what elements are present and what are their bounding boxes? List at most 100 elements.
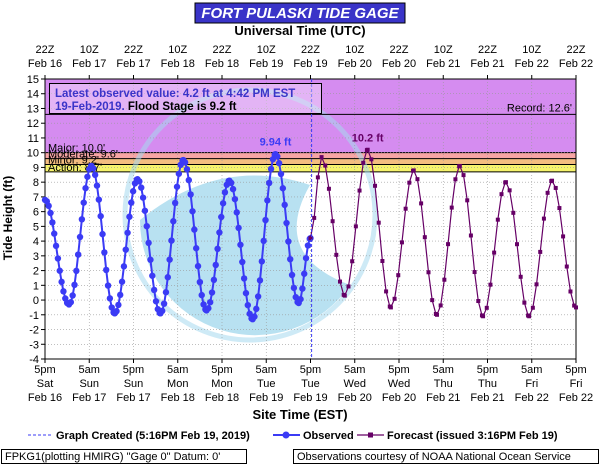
forecast-point xyxy=(511,210,516,215)
observed-point xyxy=(45,202,52,210)
forecast-point xyxy=(357,188,362,193)
top-tick-label: 10Z xyxy=(522,44,541,56)
observed-point xyxy=(173,183,181,190)
y-tick-label: 6 xyxy=(33,207,39,219)
y-tick-label: -1 xyxy=(29,310,39,322)
observed-point xyxy=(122,246,129,253)
forecast-point xyxy=(495,217,500,222)
bottom-tick-day: Wed xyxy=(388,378,410,390)
forecast-point xyxy=(553,185,558,190)
bottom-tick-date: Feb 17 xyxy=(72,392,106,404)
top-tick-label: 22Z xyxy=(36,44,55,56)
top-tick-label: 22Z xyxy=(390,44,409,56)
bottom-tick-day: Mon xyxy=(211,378,232,390)
forecast-point xyxy=(392,296,397,301)
observed-point xyxy=(164,274,171,281)
observed-point xyxy=(285,238,292,245)
forecast-point xyxy=(568,289,573,294)
forecast-point xyxy=(538,249,543,254)
observed-point xyxy=(101,249,108,256)
footer-right-box xyxy=(293,449,599,464)
forecast-point xyxy=(534,282,539,287)
bottom-tick-day: Mon xyxy=(167,378,188,390)
bottom-tick-date: Feb 20 xyxy=(382,392,416,404)
forecast-point xyxy=(468,233,473,238)
observed-point xyxy=(166,256,173,263)
forecast-point xyxy=(476,299,481,304)
bottom-tick-time: 5am xyxy=(256,364,277,376)
observed-point xyxy=(106,295,114,302)
observed-point xyxy=(76,233,84,241)
latest-value-line1: Latest observed value: 4.2 ft at 4:42 PM… xyxy=(55,88,295,100)
forecast-point xyxy=(411,168,416,173)
forecast-point xyxy=(453,177,458,182)
forecast-point xyxy=(527,314,532,319)
bottom-tick-time: 5am xyxy=(344,364,365,376)
forecast-point xyxy=(545,190,550,195)
forecast-point xyxy=(465,198,470,203)
bottom-tick-time: 5am xyxy=(433,364,454,376)
observed-point xyxy=(304,242,312,249)
observed-point xyxy=(93,182,101,189)
forecast-point xyxy=(492,250,497,255)
observed-point xyxy=(210,276,218,284)
forecast-point xyxy=(564,264,569,269)
observed-point xyxy=(287,255,294,263)
top-tick-label: 22Z xyxy=(213,44,232,56)
bottom-tick-time: 5pm xyxy=(34,364,55,376)
forecast-point xyxy=(369,157,374,162)
observed-point xyxy=(299,285,306,292)
observed-point xyxy=(54,255,62,262)
forecast-point xyxy=(434,312,439,317)
forecast-point xyxy=(446,242,451,247)
observed-point xyxy=(237,241,244,248)
observed-peak-label: 9.94 ft xyxy=(260,137,292,149)
bottom-tick-time: 5pm xyxy=(565,364,586,376)
forecast-point xyxy=(384,289,389,294)
forecast-point xyxy=(503,180,508,185)
forecast-point xyxy=(507,188,512,193)
bottom-tick-day: Sat xyxy=(37,378,54,390)
observed-point xyxy=(214,245,221,253)
top-tick-date: Feb 22 xyxy=(515,58,549,70)
forecast-point xyxy=(449,205,454,210)
observed-point xyxy=(231,195,239,203)
forecast-point xyxy=(319,155,324,160)
forecast-point xyxy=(315,175,320,180)
bottom-tick-time: 5am xyxy=(79,364,100,376)
observed-point xyxy=(258,258,266,265)
observed-point xyxy=(260,237,267,245)
observed-point xyxy=(218,213,225,221)
top-tick-label: 10Z xyxy=(168,44,187,56)
bottom-tick-date: Feb 21 xyxy=(470,392,504,404)
legend-created-label: Graph Created (5:16PM Feb 19, 2019) xyxy=(56,430,250,442)
bottom-tick-day: Sun xyxy=(124,378,144,390)
forecast-point xyxy=(338,279,342,284)
y-tick-label: 3 xyxy=(33,251,39,263)
observed-point xyxy=(283,219,290,227)
top-tick-label: 22Z xyxy=(301,44,320,56)
bottom-tick-time: 5am xyxy=(521,364,542,376)
observed-point xyxy=(108,304,115,311)
y-tick-label: 12 xyxy=(27,118,39,130)
observed-point xyxy=(251,313,258,320)
forecast-point xyxy=(518,274,523,279)
forecast-point xyxy=(522,300,527,305)
top-tick-date: Feb 21 xyxy=(426,58,460,70)
title-banner xyxy=(194,2,406,24)
chart-title: FORT PULASKI TIDE GAGE xyxy=(201,5,399,22)
observed-point xyxy=(80,199,87,206)
observed-point xyxy=(196,278,204,286)
observed-point xyxy=(239,258,246,266)
forecast-point xyxy=(330,219,335,224)
forecast-point xyxy=(484,305,489,310)
observed-point xyxy=(281,201,288,209)
forecast-point xyxy=(334,252,339,257)
y-tick-label: -4 xyxy=(29,354,39,366)
observed-point xyxy=(69,292,76,299)
top-tick-date: Feb 17 xyxy=(116,58,150,70)
forecast-point xyxy=(561,234,566,239)
bottom-tick-day: Fri xyxy=(570,378,583,390)
observed-point xyxy=(266,179,273,187)
bottom-tick-date: Feb 19 xyxy=(249,392,283,404)
